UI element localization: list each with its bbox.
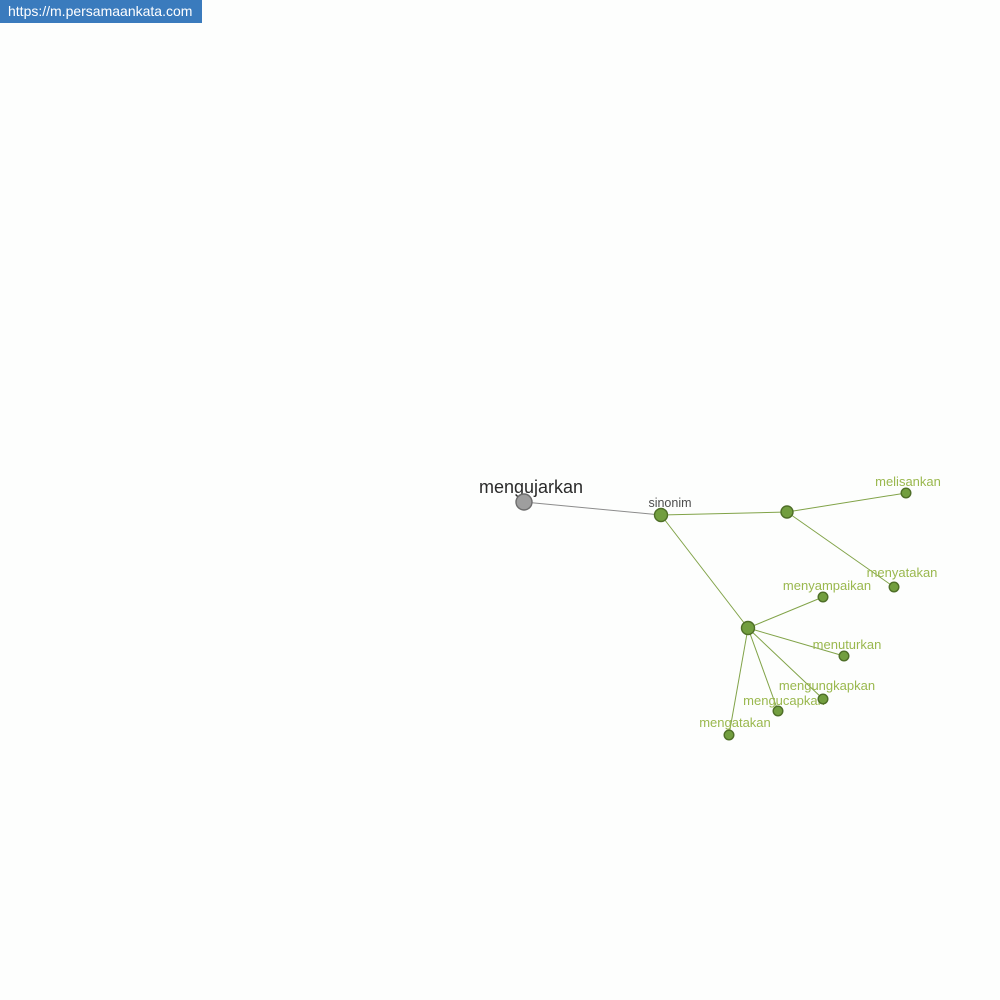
node-mengatakan[interactable]	[723, 729, 735, 741]
node-label-mengucapkan: mengucapkan	[743, 693, 825, 708]
edge-hub2-menuturkan	[747, 627, 845, 657]
node-melisankan[interactable]	[900, 487, 912, 499]
edge-hub2-mengungkapkan	[747, 627, 824, 700]
node-mengujarkan[interactable]	[515, 493, 533, 511]
node-label-sinonim: sinonim	[648, 496, 691, 510]
node-hub2[interactable]	[740, 620, 756, 636]
edge-sinonim-hub2	[660, 514, 749, 629]
edge-hub1-menyatakan	[786, 511, 895, 588]
node-sinonim[interactable]	[653, 507, 669, 523]
node-label-mengungkapkan: mengungkapkan	[779, 678, 875, 693]
node-mengucapkan[interactable]	[772, 705, 784, 717]
edge-sinonim-hub1	[660, 511, 788, 516]
node-label-menyampaikan: menyampaikan	[783, 578, 871, 593]
edge-mengujarkan-sinonim	[523, 501, 662, 516]
edge-hub2-menyampaikan	[747, 596, 824, 629]
edge-hub2-mengucapkan	[747, 627, 779, 712]
node-menyampaikan[interactable]	[817, 591, 829, 603]
node-label-menyatakan: menyatakan	[867, 565, 938, 580]
node-label-melisankan: melisankan	[875, 474, 941, 489]
node-hub1[interactable]	[780, 505, 794, 519]
node-mengungkapkan[interactable]	[817, 693, 829, 705]
node-menuturkan[interactable]	[838, 650, 850, 662]
node-menyatakan[interactable]	[888, 581, 900, 593]
edge-hub2-mengatakan	[728, 627, 749, 736]
node-label-mengatakan: mengatakan	[699, 715, 771, 730]
node-label-menuturkan: menuturkan	[813, 637, 882, 652]
node-label-mengujarkan: mengujarkan	[479, 477, 583, 497]
edge-hub1-melisankan	[786, 492, 907, 513]
url-overlay-badge: https://m.persamaankata.com	[0, 0, 203, 23]
